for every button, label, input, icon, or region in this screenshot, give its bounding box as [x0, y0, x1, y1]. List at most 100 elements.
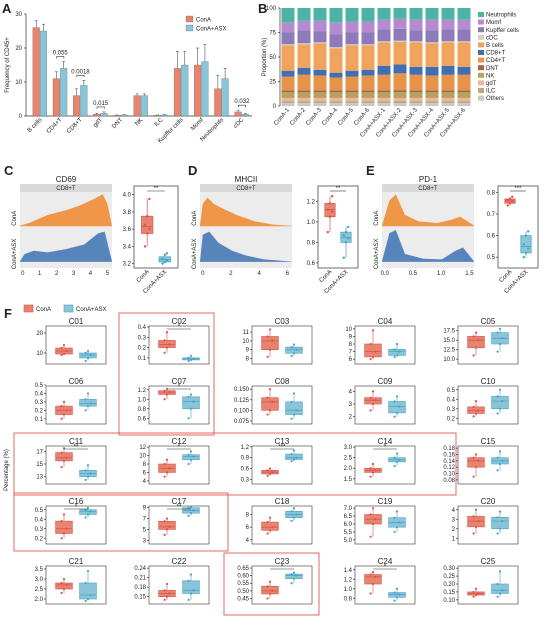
box-point	[328, 202, 332, 205]
f-y-tick-label: 0.2	[138, 346, 147, 352]
b-stack-segment	[345, 98, 359, 102]
f-box-point	[86, 356, 90, 360]
f-box-point	[187, 506, 190, 509]
b-stack-segment	[441, 42, 455, 66]
f-highlight-frame	[13, 492, 229, 552]
f-box-point	[192, 589, 195, 592]
f-box-point	[163, 398, 166, 401]
a-bar	[80, 85, 88, 117]
f-box-point	[62, 587, 66, 591]
f-legend-label: ConA	[36, 307, 51, 313]
f-box-point	[84, 469, 87, 472]
f-box-point	[86, 475, 90, 478]
f-box-body	[364, 343, 382, 358]
f-box-point	[60, 417, 63, 420]
box-point	[163, 253, 166, 257]
b-stack-segment	[409, 30, 423, 42]
b-stack-segment	[425, 75, 439, 91]
f-box-point	[398, 521, 401, 524]
a-bar	[214, 88, 222, 117]
f-box-point	[65, 349, 68, 353]
f-box-point	[398, 405, 401, 408]
b-y-tick-label: 75	[269, 31, 276, 37]
b-stack-segment	[377, 41, 391, 43]
f-box-point	[60, 520, 63, 523]
b-stack-segment	[425, 90, 439, 93]
f-box-point	[268, 592, 272, 595]
b-stack-segment	[409, 41, 423, 43]
f-box-body	[491, 583, 509, 594]
f-box-point	[477, 520, 480, 523]
f-box-point	[266, 585, 269, 588]
b-stack-segment	[425, 30, 439, 43]
b-stack-segment	[393, 98, 407, 102]
f-y-tick-label: 0.9	[241, 456, 250, 462]
ridge-strip	[382, 184, 474, 192]
box-point	[342, 256, 345, 259]
b-stack-segment	[345, 70, 359, 77]
f-y-tick-label: 0.65	[237, 566, 249, 572]
f-subplot-frame	[148, 385, 210, 425]
f-subplot-frame	[457, 565, 519, 605]
b-stack-segment	[457, 41, 471, 43]
ridge-title: MHCII	[235, 175, 258, 184]
b-stack-segment	[441, 90, 455, 93]
box-point	[161, 262, 164, 265]
f-y-tick-label: 1.4	[344, 568, 353, 574]
a-bar	[52, 78, 60, 117]
f-box-point	[65, 409, 68, 412]
f-subplot-title: C13	[275, 437, 290, 446]
panel-letter-f: F	[4, 306, 12, 321]
f-subplot-title: C12	[172, 437, 187, 446]
box-body	[141, 215, 154, 234]
f-subplot-frame	[251, 565, 313, 605]
b-stack-segment	[297, 101, 311, 104]
f-box-point	[165, 346, 169, 349]
b-stack-segment	[345, 103, 359, 106]
f-box-point	[266, 396, 269, 399]
b-stack-segment	[425, 66, 439, 76]
f-box-body	[182, 580, 200, 594]
f-y-tick-label: 0.18	[443, 446, 455, 452]
a-bar	[221, 78, 229, 117]
a-y-tick-label: 0	[19, 114, 23, 120]
b-stack-segment	[457, 103, 471, 106]
f-box-point	[374, 350, 377, 353]
f-subplot-title: C16	[69, 497, 84, 506]
box-body	[324, 203, 336, 218]
b-legend-label: Neutrophils	[486, 13, 516, 19]
f-y-tick-label: 10	[345, 327, 352, 333]
b-stack-segment	[297, 67, 311, 75]
b-legend-label: cDC	[486, 35, 498, 41]
b-stack-segment	[281, 90, 295, 93]
f-box-point	[163, 462, 166, 466]
f-y-tick-label: 0.125	[234, 398, 250, 404]
box-point	[506, 198, 509, 202]
b-legend-swatch	[478, 27, 484, 33]
b-stack-segment	[441, 19, 455, 30]
f-box-point	[472, 456, 475, 459]
a-y-tick-label: 20	[15, 46, 22, 52]
f-box-point	[371, 571, 375, 574]
f-subplot-frame	[148, 565, 210, 605]
b-stack-segment	[393, 18, 407, 29]
f-y-tick-label: 6.5	[344, 514, 353, 520]
f-box-point	[163, 351, 166, 354]
f-box-point	[395, 354, 399, 357]
a-x-tick-label: CD4+T	[46, 117, 64, 135]
f-box-point	[477, 459, 480, 462]
f-box-point	[371, 402, 375, 406]
ridge-title: CD69	[56, 175, 77, 184]
f-box-point	[271, 589, 274, 592]
a-legend-label: ConA	[196, 18, 211, 24]
f-box-point	[371, 522, 375, 526]
b-stack-segment	[457, 66, 471, 75]
f-box-point	[266, 532, 269, 535]
b-stack-segment	[393, 64, 407, 74]
a-pvalue-bracket	[76, 75, 85, 78]
b-stack-segment	[457, 90, 471, 93]
f-box-point	[268, 409, 272, 412]
f-y-tick-label: 17.5	[443, 329, 455, 335]
f-y-tick-label: 0.3	[35, 400, 44, 406]
f-y-tick-label: 1.2	[241, 445, 250, 451]
